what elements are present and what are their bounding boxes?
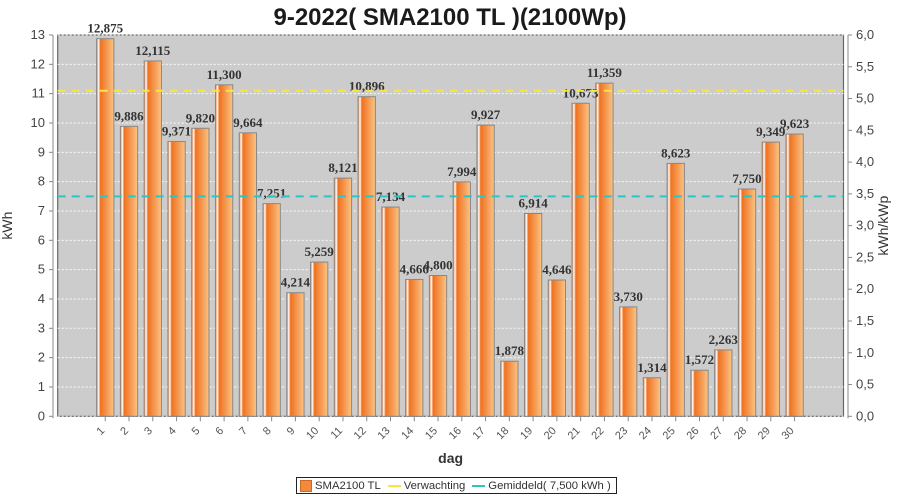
svg-text:9,623: 9,623 bbox=[780, 116, 810, 131]
svg-text:0: 0 bbox=[38, 408, 45, 423]
svg-text:kWh/kWp: kWh/kWp bbox=[875, 195, 891, 255]
svg-text:1,5: 1,5 bbox=[856, 313, 874, 328]
svg-text:9: 9 bbox=[285, 425, 298, 438]
svg-text:7: 7 bbox=[38, 203, 45, 218]
svg-text:22: 22 bbox=[589, 425, 606, 442]
svg-text:6: 6 bbox=[38, 232, 45, 247]
svg-text:7,251: 7,251 bbox=[257, 186, 286, 201]
svg-text:21: 21 bbox=[566, 425, 583, 442]
svg-text:0,0: 0,0 bbox=[856, 408, 874, 423]
svg-text:29: 29 bbox=[756, 425, 773, 442]
svg-text:1,572: 1,572 bbox=[685, 352, 714, 367]
svg-text:12: 12 bbox=[352, 425, 369, 442]
svg-text:10: 10 bbox=[304, 425, 321, 442]
svg-text:11: 11 bbox=[329, 425, 346, 442]
svg-text:9,886: 9,886 bbox=[114, 108, 144, 123]
svg-text:15: 15 bbox=[423, 425, 440, 442]
svg-text:19: 19 bbox=[518, 425, 535, 442]
svg-text:2,5: 2,5 bbox=[856, 249, 874, 264]
svg-text:1: 1 bbox=[95, 425, 108, 438]
svg-text:3: 3 bbox=[38, 320, 45, 335]
svg-text:28: 28 bbox=[732, 425, 749, 442]
svg-text:3,730: 3,730 bbox=[614, 289, 643, 304]
svg-text:10: 10 bbox=[31, 115, 45, 130]
svg-text:1,878: 1,878 bbox=[495, 343, 525, 358]
svg-text:5,0: 5,0 bbox=[856, 91, 874, 106]
svg-text:dag: dag bbox=[438, 450, 463, 466]
svg-text:1,0: 1,0 bbox=[856, 345, 874, 360]
svg-text:5,259: 5,259 bbox=[305, 244, 335, 259]
svg-text:30: 30 bbox=[780, 425, 797, 442]
svg-text:6: 6 bbox=[213, 425, 226, 438]
svg-text:9,371: 9,371 bbox=[162, 123, 191, 138]
svg-text:4: 4 bbox=[38, 291, 45, 306]
svg-text:4: 4 bbox=[166, 425, 179, 438]
svg-text:4,0: 4,0 bbox=[856, 154, 874, 169]
svg-text:2: 2 bbox=[38, 350, 45, 365]
svg-text:8,623: 8,623 bbox=[661, 145, 691, 160]
svg-text:14: 14 bbox=[399, 425, 416, 442]
svg-text:11,300: 11,300 bbox=[207, 67, 242, 82]
svg-text:3,0: 3,0 bbox=[856, 218, 874, 233]
svg-text:13: 13 bbox=[375, 425, 392, 442]
svg-text:5,5: 5,5 bbox=[856, 59, 874, 74]
svg-text:12,115: 12,115 bbox=[135, 43, 171, 58]
svg-text:10,673: 10,673 bbox=[563, 85, 599, 100]
svg-text:17: 17 bbox=[471, 425, 488, 442]
svg-text:23: 23 bbox=[613, 425, 630, 442]
svg-text:9,664: 9,664 bbox=[233, 115, 263, 130]
svg-text:25: 25 bbox=[661, 425, 678, 442]
svg-text:4,646: 4,646 bbox=[542, 262, 572, 277]
svg-text:20: 20 bbox=[542, 425, 559, 442]
svg-text:1: 1 bbox=[38, 379, 45, 394]
svg-text:0,5: 0,5 bbox=[856, 377, 874, 392]
svg-text:kWh: kWh bbox=[0, 212, 15, 240]
svg-text:3,5: 3,5 bbox=[856, 186, 874, 201]
svg-text:24: 24 bbox=[637, 425, 654, 442]
svg-text:12: 12 bbox=[31, 56, 45, 71]
svg-text:2,0: 2,0 bbox=[856, 281, 874, 296]
svg-text:1,314: 1,314 bbox=[637, 360, 667, 375]
svg-text:8: 8 bbox=[38, 174, 45, 189]
svg-text:16: 16 bbox=[447, 425, 464, 442]
svg-text:2: 2 bbox=[118, 425, 131, 438]
svg-text:4,214: 4,214 bbox=[281, 275, 311, 290]
svg-text:7: 7 bbox=[237, 425, 250, 438]
svg-text:18: 18 bbox=[494, 425, 511, 442]
svg-text:7,994: 7,994 bbox=[447, 164, 477, 179]
svg-text:9,820: 9,820 bbox=[186, 110, 215, 125]
svg-text:8,121: 8,121 bbox=[328, 160, 357, 175]
svg-text:11,359: 11,359 bbox=[587, 65, 623, 80]
svg-text:2,263: 2,263 bbox=[709, 332, 739, 347]
svg-text:4,800: 4,800 bbox=[423, 258, 452, 273]
svg-text:26: 26 bbox=[684, 425, 701, 442]
svg-text:4,5: 4,5 bbox=[856, 122, 874, 137]
svg-text:27: 27 bbox=[708, 425, 725, 442]
svg-text:5: 5 bbox=[190, 425, 203, 438]
svg-text:5: 5 bbox=[38, 262, 45, 277]
svg-text:9: 9 bbox=[38, 144, 45, 159]
svg-text:11: 11 bbox=[32, 86, 46, 101]
svg-text:9,927: 9,927 bbox=[471, 107, 501, 122]
svg-text:6,914: 6,914 bbox=[518, 196, 548, 211]
svg-text:8: 8 bbox=[261, 425, 274, 438]
svg-text:7,750: 7,750 bbox=[732, 171, 761, 186]
svg-text:3: 3 bbox=[142, 425, 155, 438]
